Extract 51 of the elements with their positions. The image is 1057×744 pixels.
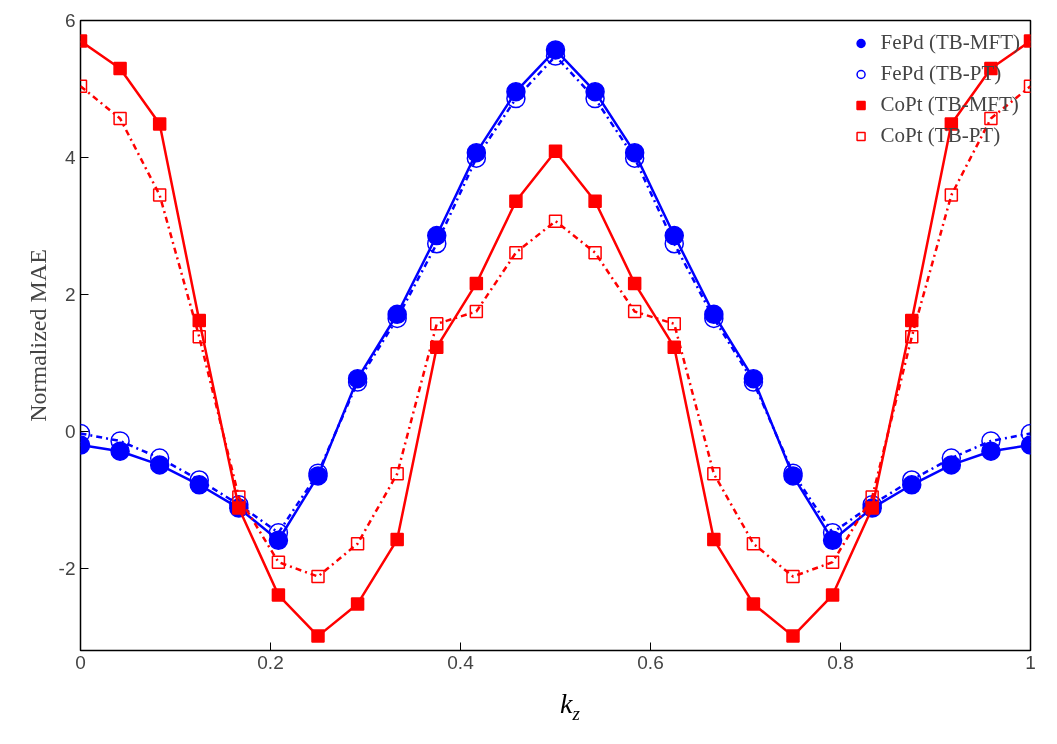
point <box>271 555 286 569</box>
point <box>390 532 404 547</box>
x-tick-label: 0.6 <box>637 651 664 673</box>
point <box>469 304 484 319</box>
point <box>113 61 127 76</box>
point <box>430 317 444 331</box>
point <box>350 597 365 611</box>
point <box>271 588 286 602</box>
point <box>548 144 563 159</box>
point <box>192 330 206 344</box>
point <box>311 569 325 584</box>
point <box>430 340 444 354</box>
point <box>627 276 642 291</box>
point <box>786 629 800 643</box>
x-tick-label: 0.8 <box>827 651 854 673</box>
point <box>825 555 840 569</box>
point <box>548 214 563 228</box>
point <box>707 467 721 481</box>
point <box>667 317 681 331</box>
x-tick-label: 0.4 <box>447 651 475 673</box>
point <box>390 467 404 481</box>
x-axis-title: k$_{z}$ <box>560 688 580 724</box>
x-tick-label: 0.2 <box>257 651 284 673</box>
point <box>588 245 602 260</box>
point <box>746 597 761 611</box>
point <box>152 117 167 131</box>
point <box>944 188 959 202</box>
y-tick-label: 2 <box>64 283 76 305</box>
point <box>667 340 681 354</box>
point <box>588 194 602 209</box>
point <box>509 194 523 209</box>
y-tick-label: 6 <box>64 10 76 31</box>
point <box>469 276 484 291</box>
point <box>627 304 642 319</box>
point <box>707 532 721 547</box>
point <box>350 536 365 551</box>
point <box>825 588 840 602</box>
y-tick-label: -2 <box>58 557 76 579</box>
point <box>311 629 325 643</box>
x-tick-label: 1 <box>1025 651 1036 673</box>
y-axis-title: Normalized MAE <box>24 249 51 422</box>
point <box>113 111 127 126</box>
point <box>786 569 800 584</box>
point <box>905 313 919 328</box>
point <box>152 188 167 202</box>
legend-label: FePd (TB-MFT) <box>880 30 1020 55</box>
point <box>905 330 919 344</box>
y-tick-label: 4 <box>64 146 76 168</box>
y-tick-label: 0 <box>64 420 76 442</box>
point <box>746 536 761 551</box>
point <box>509 245 523 260</box>
